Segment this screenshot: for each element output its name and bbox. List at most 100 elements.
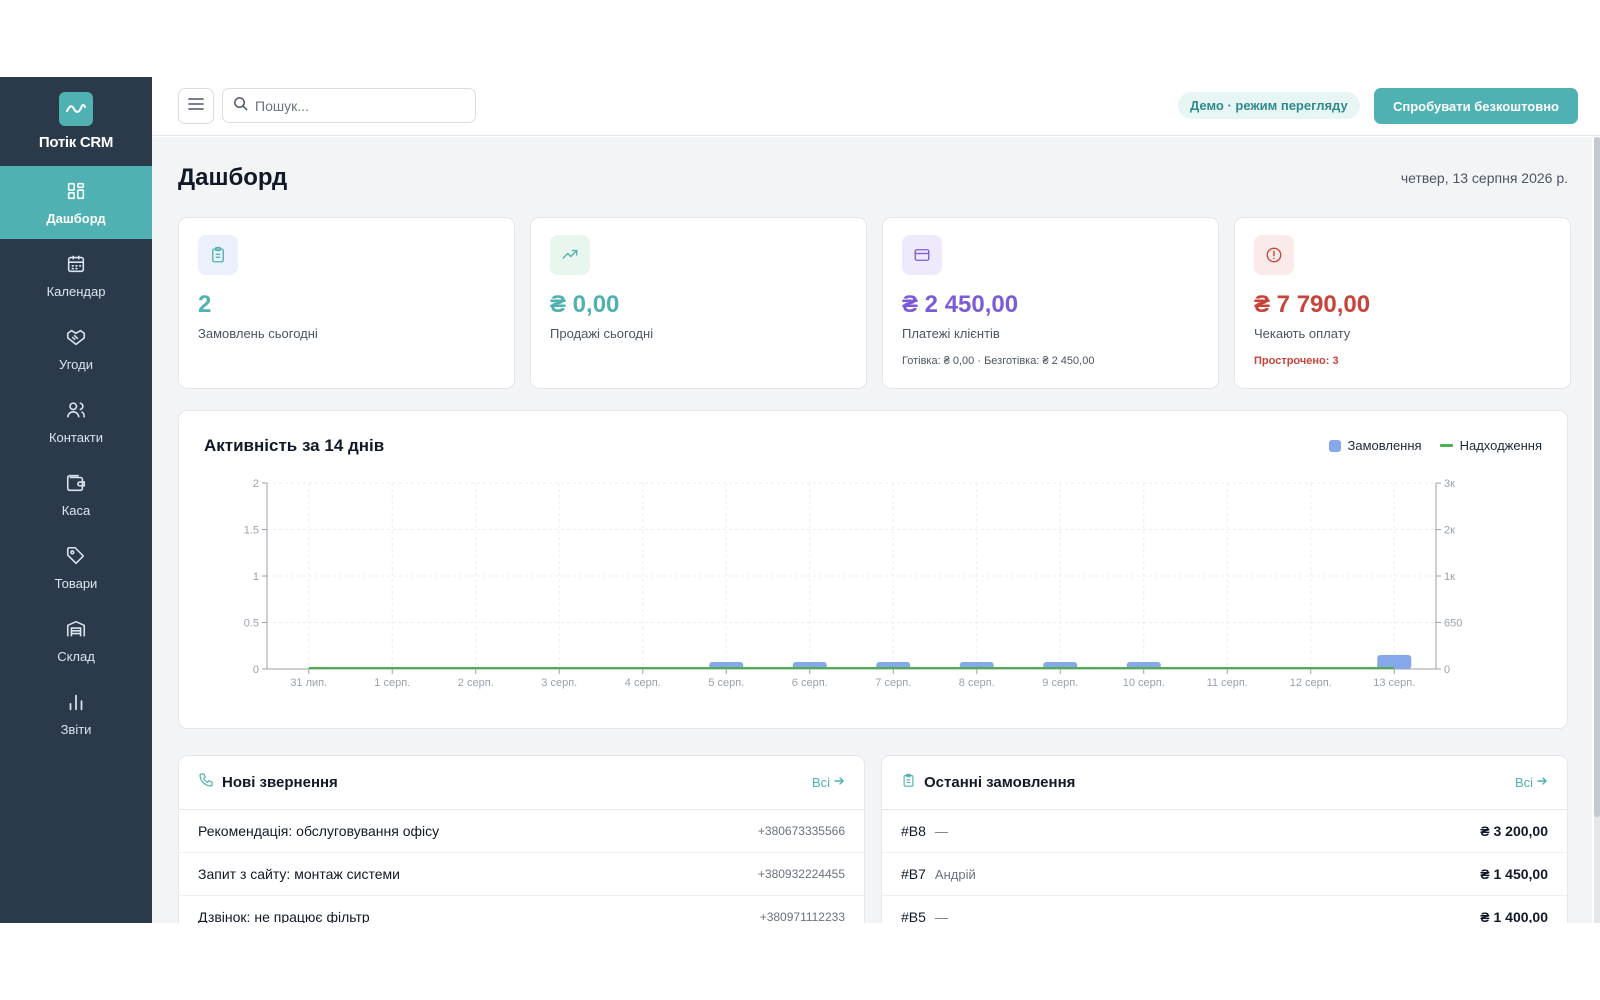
legend-item-orders[interactable]: Замовлення: [1328, 438, 1422, 453]
clipboard-icon: [901, 773, 916, 793]
try-free-button[interactable]: Спробувати безкоштовно: [1374, 88, 1578, 124]
payment-breakdown: Готівка: ₴ 0,00 · Безготівка: ₴ 2 450,00: [902, 355, 1095, 367]
calendar-icon: [65, 253, 87, 278]
list-header: Нові звернення Всі: [179, 756, 864, 810]
kpi-value: ₴ 2 450,00: [902, 291, 1019, 318]
credit-card-icon: [902, 235, 942, 275]
legend-label: Замовлення: [1347, 438, 1422, 453]
sidebar-item-label: Дашборд: [46, 210, 106, 226]
wallet-icon: [65, 472, 87, 497]
x-tick-label: 1 серп.: [374, 677, 410, 689]
topbar: Демо · режим перегляду Спробувати безкош…: [152, 77, 1600, 136]
kpi-label: Продажі сьогодні: [550, 326, 654, 341]
x-tick-label: 4 серп.: [625, 677, 661, 689]
sidebar-item-dashboard[interactable]: Дашборд: [0, 166, 152, 239]
activity-chart-card: 0 0.5 1 1.5 2 0 650 1к 2к 3к 31 лип. 1 серп. 2 серп.…: [178, 410, 1568, 729]
x-tick-label: 5 серп.: [708, 677, 744, 689]
search-icon: [233, 96, 248, 116]
order-row[interactable]: #B8 — ₴ 3 200,00: [882, 810, 1567, 853]
tag-icon: [65, 545, 87, 570]
legend-swatch: [1439, 444, 1453, 447]
list-item[interactable]: Рекомендація: обслуговування офісу +3806…: [179, 810, 864, 853]
sidebar-item-label: Товари: [54, 575, 98, 591]
request-title: Рекомендація: обслуговування офісу: [198, 823, 440, 839]
bar-orders: [1377, 655, 1412, 669]
x-tick-label: 2 серп.: [458, 677, 494, 689]
kpi-label: Замовлень сьогодні: [198, 326, 318, 341]
order-row[interactable]: #B5 — ₴ 1 400,00: [882, 896, 1567, 923]
clipboard-icon: [198, 235, 238, 275]
arrow-right-icon: [1536, 775, 1548, 790]
sidebar-item-deals[interactable]: Угоди: [0, 312, 152, 385]
sidebar-item-label: Угоди: [59, 356, 93, 372]
phone-icon: [198, 772, 214, 793]
y-tick-label: 1.5: [244, 525, 259, 537]
list-item[interactable]: Дзвінок: не працює фільтр +380971112233: [179, 896, 864, 923]
order-amount: ₴ 1 450,00: [1480, 866, 1548, 882]
legend-item-income[interactable]: Надходження: [1439, 438, 1542, 453]
sidebar-item-products[interactable]: Товари: [0, 531, 152, 604]
order-amount: ₴ 3 200,00: [1480, 823, 1548, 839]
kpi-label: Чекають оплату: [1254, 326, 1351, 341]
request-title: Запит з сайту: монтаж системи: [198, 866, 400, 882]
y2-tick-label: 650: [1444, 618, 1462, 630]
x-tick-label: 12 серп.: [1290, 677, 1332, 689]
y2-tick-label: 0: [1444, 664, 1450, 676]
alert-circle-icon: [1254, 235, 1294, 275]
list-item[interactable]: Запит з сайту: монтаж системи +380932224…: [179, 853, 864, 896]
dashboard-icon: [65, 180, 87, 205]
kpi-card-orders-today: 2 Замовлень сьогодні: [178, 217, 515, 389]
list-title: Останні замовлення: [924, 774, 1076, 791]
kpi-card-awaiting-payment: ₴ 7 790,00 Чекають оплату Прострочено: 3: [1234, 217, 1571, 389]
order-client: —: [934, 909, 948, 924]
order-id: #B8: [901, 823, 926, 839]
order-id: #B7: [901, 866, 926, 882]
scrollbar-thumb[interactable]: [1594, 137, 1600, 817]
request-title: Дзвінок: не працює фільтр: [198, 909, 370, 923]
request-phone: +380932224455: [757, 867, 845, 881]
x-tick-label: 7 серп.: [875, 677, 911, 689]
order-amount: ₴ 1 400,00: [1480, 909, 1548, 923]
kpi-card-sales-today: ₴ 0,00 Продажі сьогодні: [530, 217, 867, 389]
demo-mode-badge: Демо · режим перегляду: [1178, 92, 1360, 119]
kpi-value: ₴ 7 790,00: [1254, 291, 1371, 318]
sidebar-item-reports[interactable]: Звіти: [0, 677, 152, 750]
handshake-icon: [65, 326, 87, 351]
link-label: Всі: [811, 775, 830, 790]
y-tick-label: 0.5: [244, 618, 259, 630]
brand[interactable]: Потік CRM: [0, 77, 152, 166]
sidebar-item-label: Склад: [57, 648, 95, 664]
view-all-orders-link[interactable]: Всі: [1515, 775, 1548, 790]
y-tick-label: 2: [253, 478, 259, 490]
x-tick-label: 8 серп.: [959, 677, 995, 689]
search-input[interactable]: [255, 97, 455, 114]
users-icon: [65, 399, 87, 424]
y2-tick-label: 1к: [1444, 571, 1455, 583]
request-phone: +380673335566: [757, 824, 845, 838]
activity-chart: 0 0.5 1 1.5 2 0 650 1к 2к 3к 31 лип. 1 серп. 2 серп.…: [244, 478, 1463, 689]
menu-toggle-button[interactable]: [178, 88, 214, 124]
main-content: Дашборд четвер, 13 серпня 2026 р. 2 Замо…: [152, 137, 1592, 923]
chart-legend: Замовлення Надходження: [1328, 438, 1542, 453]
view-all-requests-link[interactable]: Всі: [812, 775, 845, 790]
kpi-value: 2: [198, 291, 212, 318]
page-scrollbar[interactable]: [1594, 137, 1600, 923]
kpi-value: ₴ 0,00: [550, 291, 620, 318]
order-id: #B5: [901, 909, 926, 923]
sidebar-item-label: Календар: [46, 283, 106, 299]
y-tick-label: 0: [253, 664, 259, 676]
page-title: Дашборд: [178, 164, 288, 191]
sidebar-item-label: Контакти: [48, 429, 104, 445]
sidebar-item-cash[interactable]: Каса: [0, 458, 152, 531]
sidebar-item-contacts[interactable]: Контакти: [0, 385, 152, 458]
order-client: —: [934, 823, 948, 839]
search-box[interactable]: [222, 88, 476, 123]
hamburger-icon: [188, 97, 204, 116]
bar-chart-icon: [65, 691, 87, 716]
y2-tick-label: 2к: [1444, 525, 1455, 537]
sidebar-item-warehouse[interactable]: Склад: [0, 604, 152, 677]
order-row[interactable]: #B7 Андрій ₴ 1 450,00: [882, 853, 1567, 896]
sidebar-item-calendar[interactable]: Календар: [0, 239, 152, 312]
order-client: Андрій: [934, 866, 976, 882]
request-phone: +380971112233: [759, 910, 845, 923]
